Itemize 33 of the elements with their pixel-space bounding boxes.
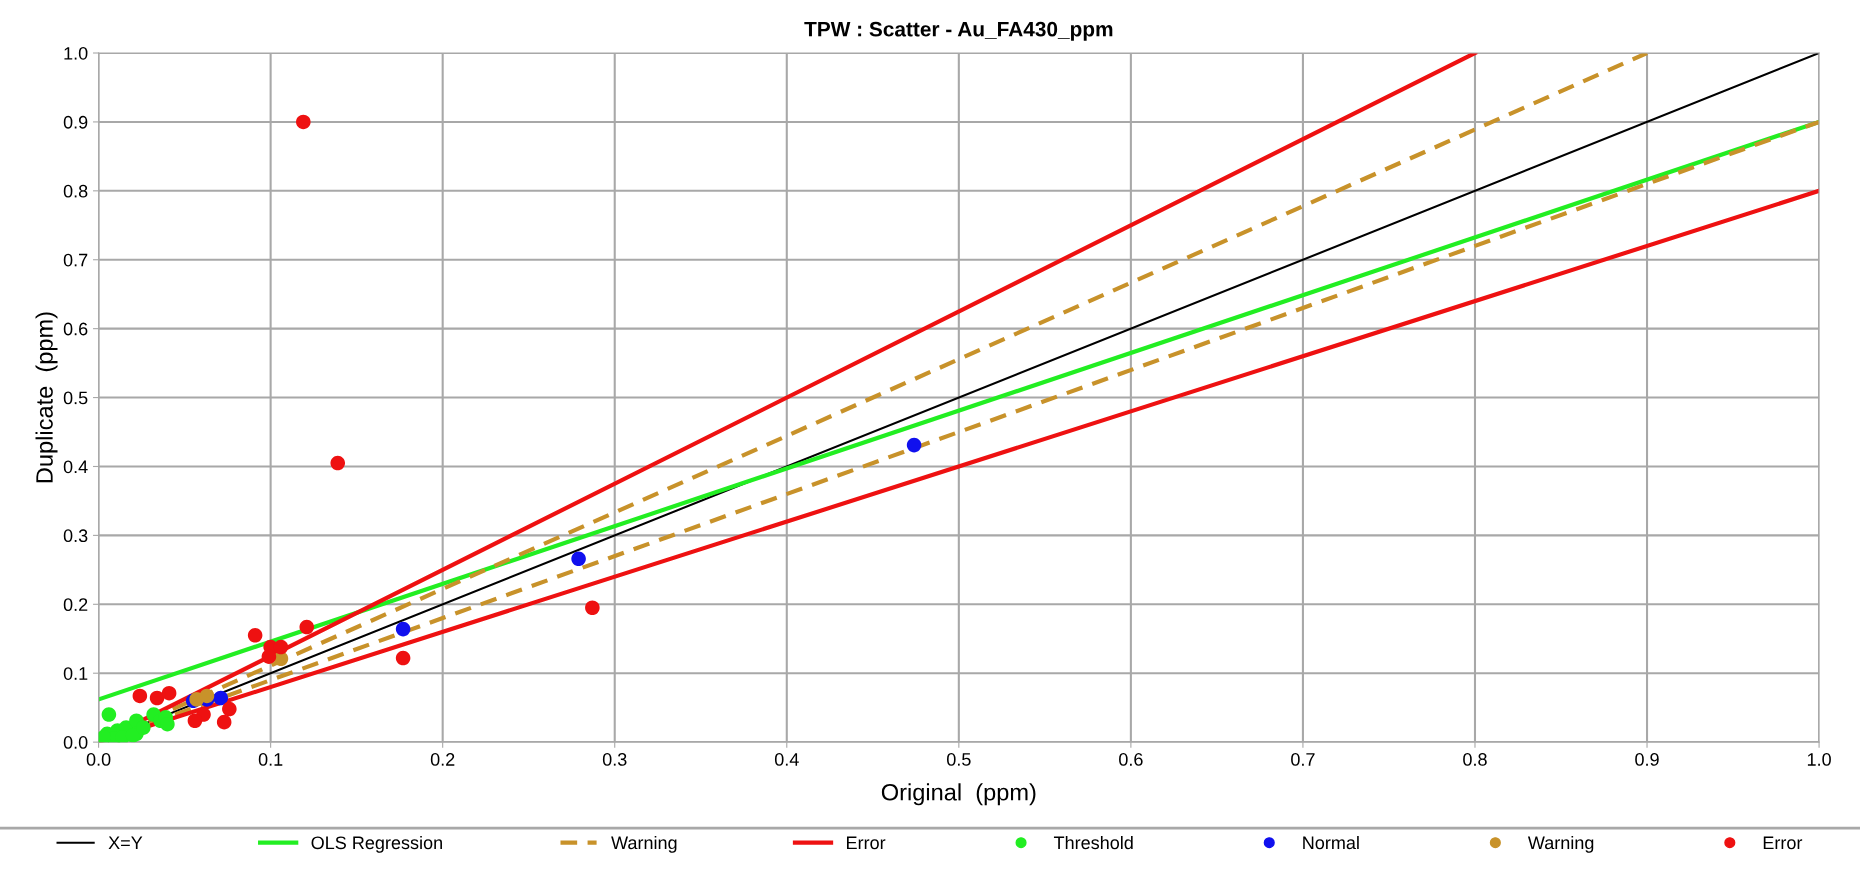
- y-tick-label: 0.6: [63, 322, 88, 336]
- chart-title: TPW : Scatter - Au_FA430_ppm: [804, 21, 1113, 41]
- legend-label: Warning: [611, 835, 677, 853]
- y-tick-label: 0.5: [63, 391, 88, 405]
- x-tick-label: 0.6: [1119, 753, 1143, 766]
- x-tick-label: 0.0: [86, 753, 111, 766]
- legend-label: Error: [1763, 836, 1803, 850]
- legend-label: Warning: [1527, 835, 1594, 853]
- y-tick-label: 1.0: [64, 46, 88, 60]
- x-tick-label: 0.4: [774, 753, 799, 766]
- x-tick-label: 0.7: [1291, 753, 1315, 766]
- y-tick-label: 0.4: [63, 460, 88, 474]
- x-tick-label: 0.2: [430, 753, 455, 766]
- legend-label: Threshold: [1053, 835, 1133, 850]
- y-tick-label: 0.8: [63, 184, 88, 198]
- x-tick-label: 0.8: [1463, 753, 1487, 766]
- x-tick-label: 0.3: [602, 753, 627, 766]
- y-tick-label: 0.3: [63, 529, 88, 543]
- x-tick-label: 0.1: [258, 753, 283, 766]
- y-tick-label: 0.0: [63, 736, 88, 749]
- x-tick-label: 0.9: [1635, 753, 1659, 766]
- y-tick-label: 0.7: [63, 253, 88, 267]
- x-tick-label: 1.0: [1807, 753, 1831, 766]
- legend-label: Error: [847, 836, 886, 850]
- x-tick-label: 0.5: [946, 753, 971, 766]
- legend-label: X=Y: [108, 836, 143, 849]
- x-axis-title: Original (ppm): [881, 783, 1036, 806]
- y-tick-label: 0.2: [63, 598, 88, 612]
- legend-label: Normal: [1303, 835, 1359, 850]
- legend-label: OLS Regression: [311, 835, 442, 853]
- y-tick-label: 0.9: [63, 115, 88, 129]
- y-axis-title: Duplicate (ppm): [35, 312, 58, 483]
- y-tick-label: 0.1: [63, 667, 88, 680]
